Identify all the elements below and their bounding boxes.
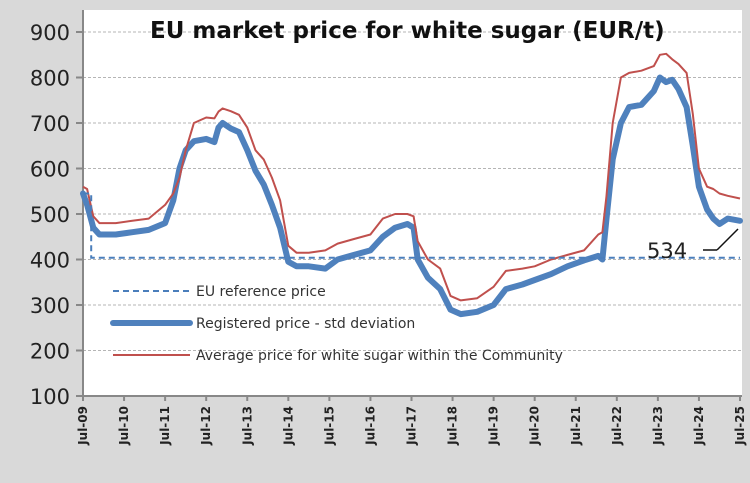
annotation-534: 534 — [647, 228, 739, 263]
x-tick-label: Jul-19 — [487, 406, 501, 446]
y-tick-label: 600 — [30, 158, 70, 182]
x-tick-label: Jul-09 — [76, 406, 90, 446]
legend-label-reference: EU reference price — [196, 284, 326, 300]
y-tick-label: 800 — [30, 67, 70, 91]
annotation-label: 534 — [647, 239, 687, 263]
plot-area — [83, 10, 742, 396]
x-axis-ticks: Jul-09 Jul-10 Jul-11 Jul-12 Jul-13 Jul-14 Jul-… — [76, 396, 747, 446]
x-tick-label: Jul-21 — [569, 406, 583, 446]
x-tick-label: Jul-18 — [446, 406, 460, 446]
x-tick-label: Jul-15 — [322, 406, 336, 446]
x-tick-label: Jul-22 — [610, 406, 624, 446]
legend-label-average: Average price for white sugar within the… — [196, 348, 563, 364]
x-tick-label: Jul-14 — [281, 406, 295, 446]
y-tick-label: 200 — [30, 340, 70, 364]
annotation-leader-diag — [716, 228, 739, 251]
y-tick-label: 400 — [30, 249, 70, 273]
x-tick-label: Jul-12 — [199, 406, 213, 446]
y-tick-label: 900 — [30, 21, 70, 45]
x-tick-label: Jul-13 — [240, 406, 254, 446]
x-tick-label: Jul-17 — [405, 406, 419, 446]
legend: EU reference price Registered price - st… — [110, 284, 563, 364]
series-line-average-price-for-white-sugar-within-the-community — [82, 52, 741, 302]
y-tick-label: 500 — [30, 203, 70, 227]
series-line-registered-price-std-deviation — [80, 74, 743, 318]
x-tick-label: Jul-20 — [528, 406, 542, 446]
y-tick-label: 300 — [30, 294, 70, 318]
series-layer — [80, 52, 743, 318]
y-axis-ticks: 100 200 300 400 500 600 700 800 900 — [30, 21, 83, 409]
y-tick-label: 700 — [30, 112, 70, 136]
y-tick-label: 100 — [30, 385, 70, 409]
x-tick-label: Jul-10 — [117, 406, 131, 446]
legend-label-registered: Registered price - std deviation — [196, 316, 415, 332]
x-tick-label: Jul-25 — [733, 406, 747, 446]
chart-title: EU market price for white sugar (EUR/t) — [150, 18, 665, 44]
x-tick-label: Jul-11 — [158, 406, 172, 446]
x-tick-label: Jul-24 — [692, 406, 706, 446]
x-tick-label: Jul-23 — [651, 406, 665, 446]
series-line-eu-reference-price — [83, 192, 740, 259]
x-tick-label: Jul-16 — [363, 406, 377, 446]
